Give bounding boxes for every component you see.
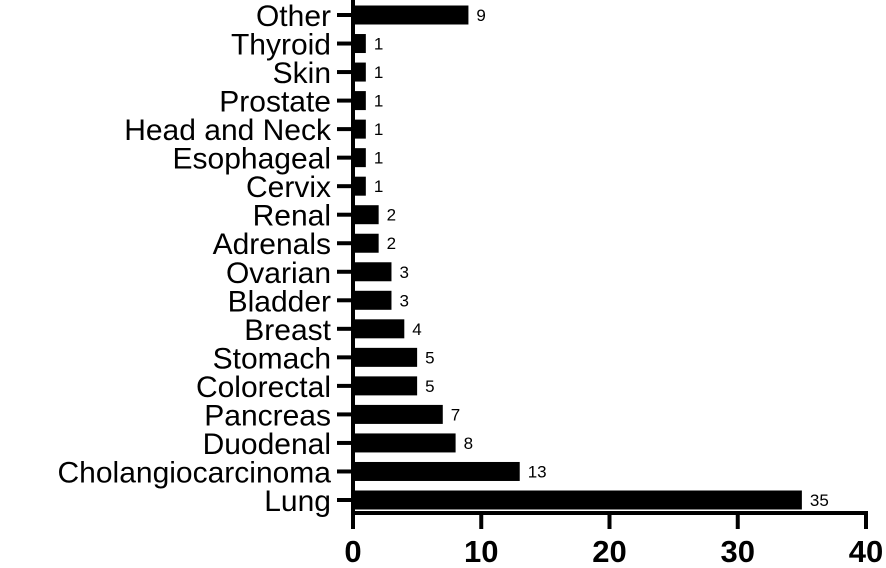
value-label-duodenal: 8 <box>464 434 473 453</box>
category-label-lung: Lung <box>264 485 331 518</box>
category-label-adrenals: Adrenals <box>213 228 331 261</box>
value-label-prostate: 1 <box>374 92 383 111</box>
value-label-thyroid: 1 <box>374 35 383 54</box>
value-label-stomach: 5 <box>425 348 434 367</box>
value-label-breast: 4 <box>412 320 421 339</box>
bar-adrenals <box>353 233 379 253</box>
bar-colorectal <box>353 376 418 396</box>
bar-renal <box>353 205 379 225</box>
value-label-ovarian: 3 <box>399 263 408 282</box>
bar-breast <box>353 319 405 339</box>
bar-other <box>353 5 469 25</box>
x-tick-label-20: 20 <box>592 534 626 568</box>
bar-cholangiocarcinoma <box>353 461 520 481</box>
category-label-breast: Breast <box>244 314 331 347</box>
bars-group <box>353 5 802 510</box>
category-label-duodenal: Duodenal <box>203 428 331 461</box>
value-label-adrenals: 2 <box>387 234 396 253</box>
category-label-ovarian: Ovarian <box>226 257 331 290</box>
category-label-thyroid: Thyroid <box>231 29 331 62</box>
x-tick-label-40: 40 <box>849 534 883 568</box>
bar-ovarian <box>353 262 392 282</box>
bar-pancreas <box>353 404 443 424</box>
value-label-bladder: 3 <box>399 291 408 310</box>
bar-prostate <box>353 91 366 111</box>
value-label-cholangiocarcinoma: 13 <box>528 462 547 481</box>
x-tick-label-30: 30 <box>721 534 755 568</box>
category-label-esophageal: Esophageal <box>173 143 331 176</box>
bar-duodenal <box>353 433 456 453</box>
bar-esophageal <box>353 148 366 168</box>
category-label-stomach: Stomach <box>213 342 331 375</box>
value-label-skin: 1 <box>374 63 383 82</box>
value-label-esophageal: 1 <box>374 149 383 168</box>
value-label-other: 9 <box>476 6 485 25</box>
bar-lung <box>353 490 802 510</box>
category-label-renal: Renal <box>253 200 331 233</box>
value-label-renal: 2 <box>387 206 396 225</box>
value-label-pancreas: 7 <box>451 405 460 424</box>
axes-group: 0 10 20 30 40 <box>337 0 883 568</box>
bar-thyroid <box>353 34 366 54</box>
category-label-colorectal: Colorectal <box>196 371 331 404</box>
bar-stomach <box>353 347 418 367</box>
value-label-cervix: 1 <box>374 177 383 196</box>
value-label-head-and-neck: 1 <box>374 120 383 139</box>
x-tick-label-10: 10 <box>464 534 498 568</box>
x-tick-label-0: 0 <box>344 534 361 568</box>
category-label-cholangiocarcinoma: Cholangiocarcinoma <box>58 456 332 489</box>
bar-skin <box>353 62 366 82</box>
category-label-skin: Skin <box>273 57 331 90</box>
value-label-colorectal: 5 <box>425 377 434 396</box>
category-label-cervix: Cervix <box>246 171 331 204</box>
category-label-pancreas: Pancreas <box>204 399 331 432</box>
bar-bladder <box>353 290 392 310</box>
value-label-lung: 35 <box>810 491 829 510</box>
bar-head-and-neck <box>353 119 366 139</box>
category-label-head-and-neck: Head and Neck <box>124 114 332 147</box>
bar-cervix <box>353 176 366 196</box>
category-label-prostate: Prostate <box>219 86 331 119</box>
category-label-bladder: Bladder <box>228 285 331 318</box>
category-label-other: Other <box>256 0 331 33</box>
